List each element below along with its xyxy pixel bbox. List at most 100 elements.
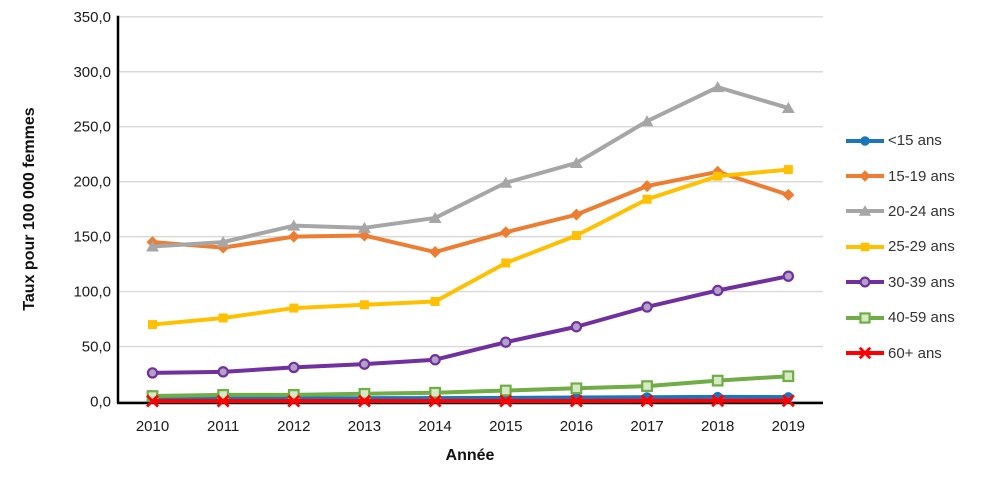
marker-triangle [287, 219, 301, 231]
series-20-24-ans [146, 81, 795, 252]
marker-circle-open [358, 358, 371, 370]
marker-x [146, 394, 159, 408]
x-tick-label: 2014 [418, 418, 451, 435]
legend-item-40-59-ans: 40-59 ans [846, 300, 955, 335]
y-tick-label: 100,0 [73, 284, 111, 301]
marker-square [501, 258, 511, 268]
series-15-19-ans [146, 165, 795, 259]
x-tick-label: 2018 [701, 418, 734, 435]
marker-square [430, 296, 440, 306]
legend-label: 30-39 ans [888, 273, 955, 291]
marker-x [216, 394, 230, 408]
y-tick-label: 0,0 [90, 394, 111, 411]
marker-square [571, 231, 581, 241]
series-25-29-ans [148, 165, 793, 330]
marker-square-open [711, 374, 724, 387]
marker-x [640, 394, 654, 408]
marker-triangle [781, 102, 795, 114]
legend-swatch-x-icon [846, 346, 884, 360]
marker-square [860, 242, 870, 252]
marker-square-open [570, 382, 583, 395]
x-tick-label: 2019 [772, 418, 805, 435]
series-60plus-ans [146, 394, 795, 408]
legend-item-20-24-ans: 20-24 ans [846, 194, 955, 229]
legend-swatch-circle-open-icon [846, 276, 884, 288]
marker-triangle [499, 176, 513, 188]
legend-label: 15-19 ans [888, 167, 955, 185]
series-line-20-24-ans [150, 85, 791, 249]
marker-square-open [641, 380, 653, 393]
y-tick-label: 300,0 [73, 64, 111, 81]
x-tick-label: 2010 [136, 418, 169, 435]
legend-item-30-39-ans: 30-39 ans [846, 265, 955, 300]
x-axis-title: Année [445, 447, 495, 464]
y-tick-label: 50,0 [82, 339, 111, 356]
marker-triangle [216, 236, 230, 248]
marker-diamond [499, 226, 512, 239]
legend-swatch-circle-icon [846, 135, 884, 146]
legend-swatch-square-icon [846, 242, 884, 252]
legend-swatch-square-open-icon [846, 311, 884, 324]
marker-triangle [428, 211, 442, 223]
marker-square [148, 320, 157, 330]
marker-x [569, 394, 583, 408]
marker-circle-open [782, 270, 795, 282]
marker-triangle [711, 81, 725, 93]
marker-x [357, 394, 371, 408]
legend-label: 60+ ans [888, 344, 942, 362]
series-line-lt15-ans [150, 394, 791, 401]
marker-x [428, 394, 442, 408]
marker-diamond [570, 208, 583, 221]
marker-circle-open [712, 284, 724, 297]
x-tick-label: 2016 [560, 418, 593, 435]
legend-label: 20-24 ans [888, 202, 955, 220]
x-tick-label: 2017 [630, 418, 663, 435]
y-tick-label: 200,0 [73, 174, 111, 191]
marker-circle-open [641, 301, 653, 313]
marker-square-open [782, 370, 795, 383]
marker-circle-open [859, 276, 871, 288]
marker-diamond [641, 180, 654, 193]
marker-diamond [287, 230, 300, 243]
marker-square [642, 194, 652, 204]
legend-item-lt15-ans: <15 ans [846, 123, 955, 158]
series-line-15-19-ans [150, 169, 791, 255]
marker-triangle [858, 205, 872, 217]
legend-label: <15 ans [888, 132, 942, 150]
marker-circle-open [288, 361, 300, 374]
legend-label: 25-29 ans [888, 238, 955, 256]
marker-square [359, 300, 369, 310]
series-line-25-29-ans [150, 167, 791, 327]
marker-square [289, 303, 299, 313]
x-tick-label: 2012 [277, 418, 310, 435]
legend-item-15-19-ans: 15-19 ans [846, 158, 955, 193]
legend-label: 40-59 ans [888, 309, 955, 327]
y-tick-label: 350,0 [73, 9, 111, 26]
marker-square-open [358, 387, 371, 400]
marker-circle-open [500, 336, 512, 348]
marker-diamond [782, 188, 795, 201]
marker-square [218, 313, 228, 323]
y-tick-label: 250,0 [73, 119, 111, 136]
marker-x [781, 394, 795, 408]
marker-circle-open [146, 367, 159, 379]
marker-circle-open [570, 321, 583, 333]
marker-circle-open [429, 354, 441, 366]
legend-swatch-diamond-icon [846, 170, 884, 182]
marker-square-open [499, 384, 512, 397]
marker-x [711, 394, 725, 408]
marker-x [499, 394, 513, 408]
legend-item-25-29-ans: 25-29 ans [846, 229, 955, 264]
marker-square [713, 171, 723, 181]
marker-triangle [569, 156, 583, 168]
marker-square-open [429, 386, 441, 399]
y-axis-title: Taux pour 100 000 femmes [21, 107, 38, 311]
marker-x [287, 394, 301, 408]
marker-circle-open [217, 366, 229, 378]
series-30-39-ans [146, 270, 795, 379]
y-tick-label: 150,0 [73, 229, 111, 246]
x-tick-label: 2011 [207, 418, 239, 435]
marker-triangle [640, 115, 654, 127]
marker-x [858, 346, 872, 360]
